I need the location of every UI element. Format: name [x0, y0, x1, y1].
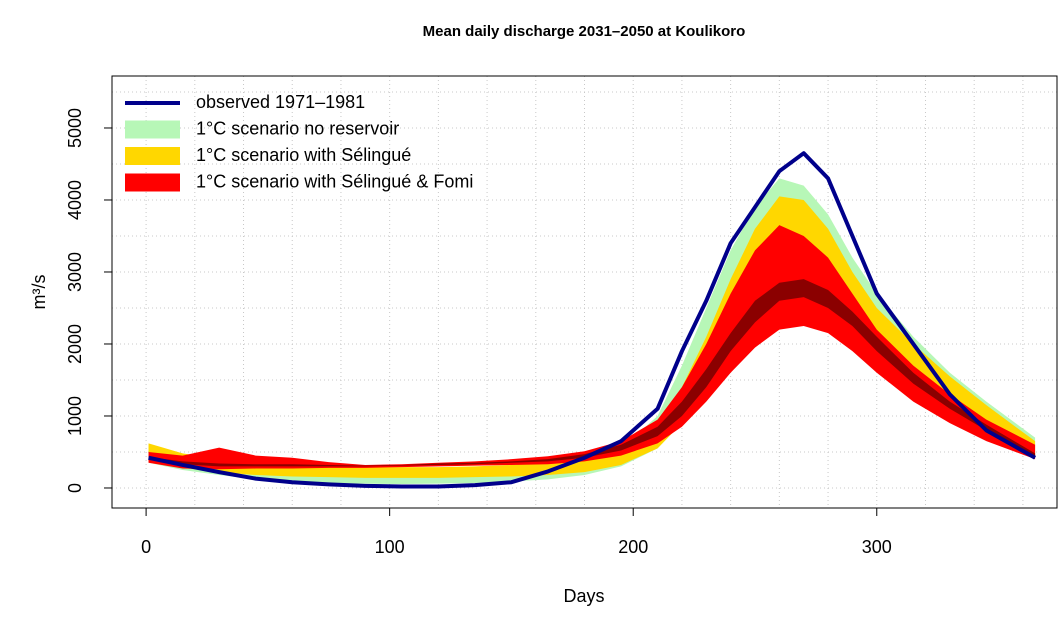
legend-swatch [125, 173, 180, 192]
x-tick-label: 200 [618, 537, 648, 557]
y-tick-label: 1000 [65, 396, 85, 436]
legend-label: observed 1971–1981 [196, 92, 365, 112]
y-tick-label: 5000 [65, 108, 85, 148]
y-tick-label: 4000 [65, 180, 85, 220]
legend-label: 1°C scenario with Sélingué [196, 145, 411, 165]
y-tick-label: 2000 [65, 324, 85, 364]
band [148, 196, 1036, 478]
legend-swatch [125, 120, 180, 139]
line [148, 151, 1037, 489]
x-axis-label: Days [563, 586, 604, 606]
legend-swatch [125, 147, 180, 165]
x-tick-label: 0 [141, 537, 151, 557]
band [148, 279, 1036, 467]
chart-title: Mean daily discharge 2031–2050 at Koulik… [423, 23, 746, 40]
x-tick-label: 100 [375, 537, 405, 557]
legend-label: 1°C scenario no reservoir [196, 118, 399, 138]
y-tick-label: 3000 [65, 252, 85, 292]
y-axis-label: m³/s [29, 275, 49, 310]
x-tick-label: 300 [862, 537, 892, 557]
y-tick-label: 0 [65, 483, 85, 493]
legend-label: 1°C scenario with Sélingué & Fomi [196, 171, 473, 191]
